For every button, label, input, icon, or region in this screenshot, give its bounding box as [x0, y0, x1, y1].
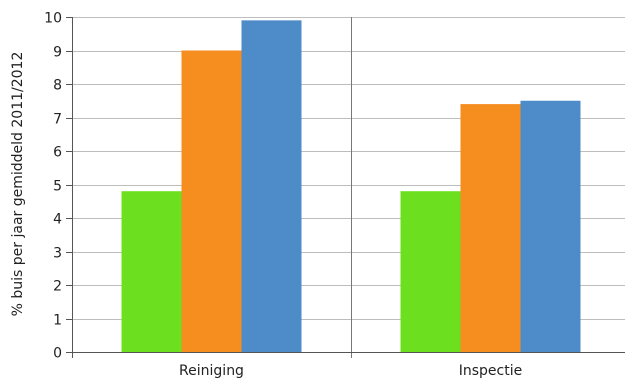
y-tick-label: 6 [53, 145, 62, 161]
y-tick-label: 3 [53, 246, 62, 262]
bar-reiniging-1 [121, 191, 182, 352]
bar-reiniging-3 [241, 20, 302, 352]
x-tick-label: Reiniging [179, 363, 244, 379]
x-axis-ticks: Reiniging Inspectie [179, 363, 522, 379]
y-tick-label: 0 [53, 346, 62, 362]
axes [72, 17, 625, 358]
bar-inspectie-2 [460, 104, 521, 352]
y-tick-label: 4 [53, 212, 62, 228]
bars [121, 20, 581, 352]
y-tick-label: 7 [53, 112, 62, 128]
y-tick-label: 5 [53, 179, 62, 195]
y-tick-label: 8 [53, 78, 62, 94]
x-tick-label: Inspectie [459, 363, 523, 379]
y-tick-label: 9 [53, 45, 62, 61]
bar-reiniging-2 [181, 50, 242, 352]
y-tick-label: 1 [53, 313, 62, 329]
y-tick-label: 10 [44, 11, 62, 27]
y-tick-label: 2 [53, 279, 62, 295]
bar-inspectie-1 [400, 191, 461, 352]
y-axis-label: % buis per jaar gemiddeld 2011/2012 [10, 52, 26, 317]
bar-inspectie-3 [520, 100, 581, 352]
y-axis-ticks: 0 1 2 3 4 5 6 7 8 9 10 [44, 11, 72, 362]
